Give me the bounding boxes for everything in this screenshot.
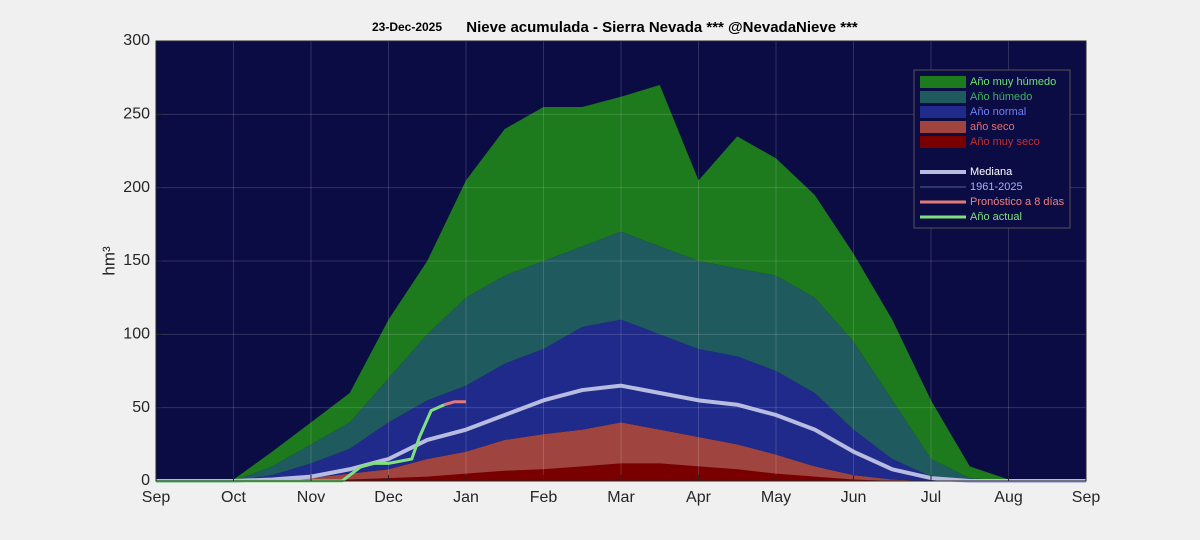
legend-label: Año húmedo (970, 91, 1032, 103)
y-tick-label: 50 (132, 399, 150, 416)
legend-swatch (920, 121, 966, 133)
legend-swatch (920, 76, 966, 88)
area-band (156, 319, 1086, 481)
area-band (156, 463, 1086, 481)
x-tick-label: Apr (686, 489, 712, 506)
chart-title: Nieve acumulada - Sierra Nevada *** @Nev… (466, 19, 858, 36)
y-tick-label: 100 (123, 326, 150, 343)
x-tick-label: Nov (297, 489, 325, 506)
legend-label: Año muy húmedo (970, 76, 1056, 88)
x-tick-label: Mar (607, 489, 635, 506)
x-tick-label: Jul (921, 489, 941, 506)
legend-label: Año muy seco (970, 136, 1040, 148)
area-band (156, 85, 1086, 481)
y-tick-label: 300 (123, 32, 150, 49)
x-tick-label: Jun (841, 489, 867, 506)
x-tick-label: Dec (374, 489, 402, 506)
area-band (156, 422, 1086, 481)
line (443, 400, 466, 407)
area-band (156, 231, 1086, 481)
y-tick-label: 150 (123, 252, 150, 269)
legend-label: Mediana (970, 166, 1013, 178)
y-axis-label: hm³ (99, 246, 118, 276)
x-tick-label: Aug (994, 489, 1022, 506)
legend-swatch (920, 91, 966, 103)
legend-label: 1961-2025 (970, 181, 1023, 193)
legend-label: Año actual (970, 211, 1022, 223)
x-tick-label: Sep (142, 489, 171, 506)
legend-label: Año normal (970, 106, 1026, 118)
legend-label: Pronóstico a 8 días (970, 196, 1065, 208)
x-tick-label: Feb (530, 489, 558, 506)
y-tick-label: 200 (123, 179, 150, 196)
legend-swatch (920, 106, 966, 118)
x-tick-label: Sep (1072, 489, 1101, 506)
x-tick-label: Oct (221, 489, 246, 506)
y-tick-label: 0 (141, 472, 150, 489)
legend-swatch (920, 136, 966, 148)
x-tick-label: May (761, 489, 791, 506)
y-tick-label: 250 (123, 106, 150, 123)
x-tick-label: Jan (453, 489, 479, 506)
chart-date: 23-Dec-2025 (372, 20, 442, 34)
legend-label: año seco (970, 121, 1015, 133)
